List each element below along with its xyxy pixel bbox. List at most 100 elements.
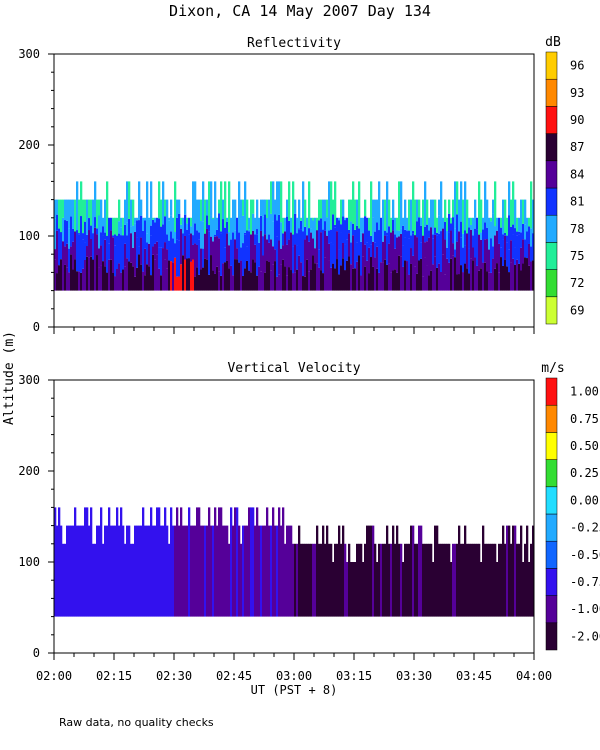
data-cell [250, 272, 253, 291]
data-cell [254, 234, 257, 245]
data-cell [404, 229, 407, 238]
data-cell [232, 525, 235, 617]
data-cell [218, 199, 221, 214]
data-cell [82, 233, 85, 240]
data-cell [366, 525, 369, 617]
data-cell [348, 233, 351, 257]
data-cell [368, 273, 371, 291]
data-cell [444, 221, 447, 240]
data-cell [502, 199, 505, 235]
data-cell [388, 243, 391, 264]
data-cell [418, 525, 421, 617]
data-cell [104, 232, 107, 240]
data-cell [476, 543, 479, 617]
data-cell [322, 525, 325, 617]
data-cell [342, 258, 345, 291]
data-cell [516, 235, 519, 260]
data-cell [374, 543, 377, 617]
data-cell [384, 235, 387, 260]
data-cell [270, 525, 273, 617]
data-cell [366, 242, 369, 261]
data-cell [80, 216, 83, 231]
data-cell [84, 260, 87, 291]
data-cell [250, 199, 253, 235]
data-cell [124, 543, 127, 617]
data-cell [144, 525, 147, 617]
data-cell [86, 234, 89, 246]
data-cell [196, 230, 199, 245]
data-cell [162, 525, 165, 617]
data-cell [496, 263, 499, 291]
data-cell [126, 235, 129, 259]
data-cell [332, 244, 335, 264]
data-cell [484, 222, 487, 240]
data-cell [390, 227, 393, 273]
data-cell [292, 234, 295, 247]
data-cell [324, 199, 327, 222]
data-cell [72, 525, 75, 617]
data-cell [480, 268, 483, 291]
data-cell [190, 525, 193, 617]
data-cell [290, 217, 293, 233]
data-cell [464, 263, 467, 291]
data-cell [336, 259, 339, 291]
x-tick-label: 02:00 [36, 669, 72, 683]
x-tick-label: 03:30 [396, 669, 432, 683]
data-cell [214, 273, 217, 291]
data-cell [170, 199, 173, 216]
data-cell [520, 270, 523, 291]
colorbar-label: 0.25 [570, 466, 599, 480]
data-cell [526, 258, 529, 291]
data-cell [440, 543, 443, 617]
data-cell [146, 242, 149, 265]
data-cell [260, 271, 263, 291]
data-cell [222, 227, 225, 264]
data-cell [324, 221, 327, 231]
data-cell [432, 562, 435, 617]
data-cell [124, 224, 127, 244]
y-tick-label: 300 [18, 47, 40, 61]
data-cell [334, 268, 337, 291]
data-cell [510, 543, 513, 617]
data-cell [480, 239, 483, 269]
data-cell [100, 245, 103, 266]
data-cell [156, 507, 159, 617]
data-cell [326, 199, 329, 218]
data-cell [106, 230, 109, 273]
data-cell [312, 238, 315, 256]
data-cell [170, 215, 173, 232]
data-cell [60, 227, 63, 260]
data-cell [100, 265, 103, 291]
data-cell [174, 181, 177, 232]
data-cell [522, 562, 525, 617]
y-tick-label: 100 [18, 555, 40, 569]
data-cell [490, 238, 493, 273]
data-cell [510, 226, 513, 241]
data-cell [456, 274, 459, 291]
data-cell [440, 181, 443, 232]
data-cell [186, 223, 189, 230]
data-cell [192, 525, 195, 617]
data-cell [172, 238, 175, 263]
data-cell [356, 225, 359, 243]
data-cell [288, 239, 291, 268]
data-cell [70, 254, 73, 291]
data-cell [320, 199, 323, 219]
data-cell [262, 216, 265, 237]
data-cell [136, 220, 139, 238]
data-cell [248, 217, 251, 230]
data-cell [378, 272, 381, 291]
data-cell [80, 272, 83, 291]
data-cell [82, 268, 85, 291]
data-cell [506, 235, 509, 243]
data-cell [320, 270, 323, 291]
data-cell [510, 262, 513, 291]
data-cell [462, 247, 465, 273]
data-cell [202, 525, 205, 617]
data-cell [56, 273, 59, 291]
data-cell [232, 275, 235, 291]
data-cell [170, 507, 173, 617]
data-cell [54, 259, 57, 291]
data-cell [290, 270, 293, 291]
